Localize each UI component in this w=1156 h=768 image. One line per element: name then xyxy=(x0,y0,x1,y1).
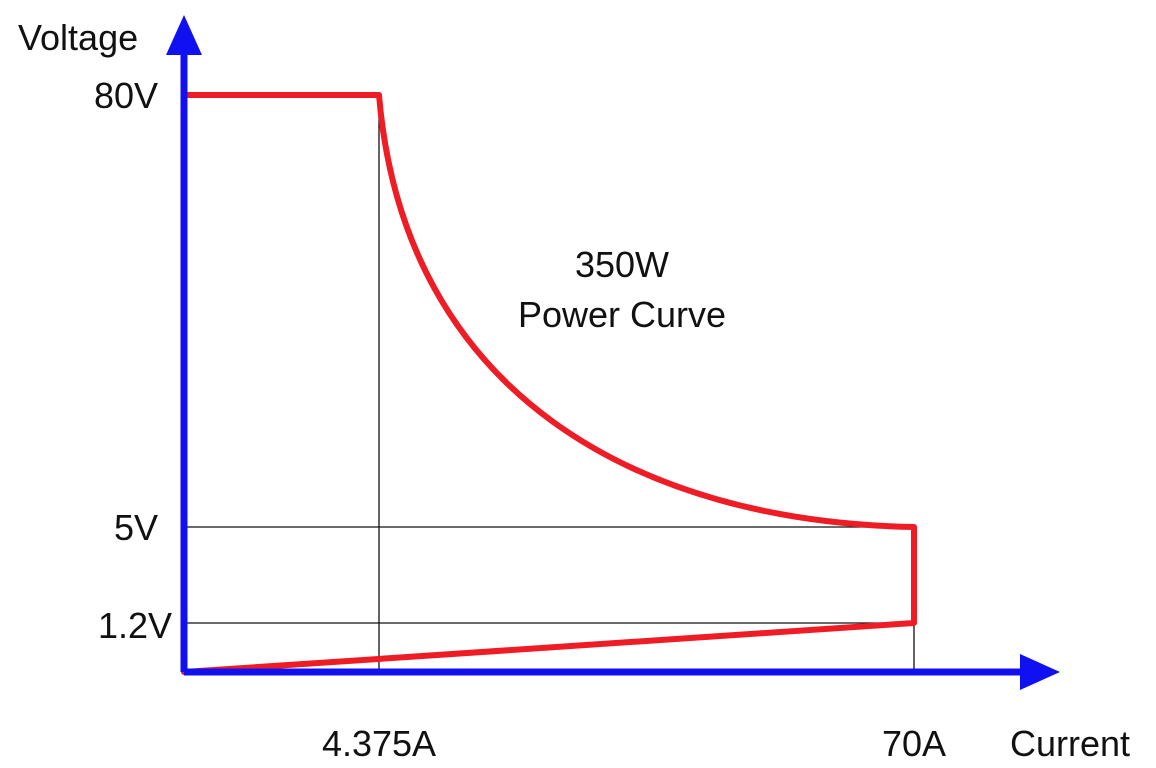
power-curve-line xyxy=(181,92,917,675)
x-tick-label-70a: 70A xyxy=(882,723,946,764)
x-axis-label: Current xyxy=(1010,723,1130,764)
x-tick-label-4375a: 4.375A xyxy=(322,723,436,764)
y-axis-label: Voltage xyxy=(18,17,138,58)
annotation-power-value: 350W xyxy=(575,244,669,285)
y-axis-arrow-icon xyxy=(166,15,202,55)
y-tick-label-80v: 80V xyxy=(94,75,158,116)
y-tick-label-1-2v: 1.2V xyxy=(98,605,172,646)
y-tick-label-5v: 5V xyxy=(114,507,158,548)
annotation-power-curve: Power Curve xyxy=(518,294,726,335)
x-axis-arrow-icon xyxy=(1020,654,1060,690)
